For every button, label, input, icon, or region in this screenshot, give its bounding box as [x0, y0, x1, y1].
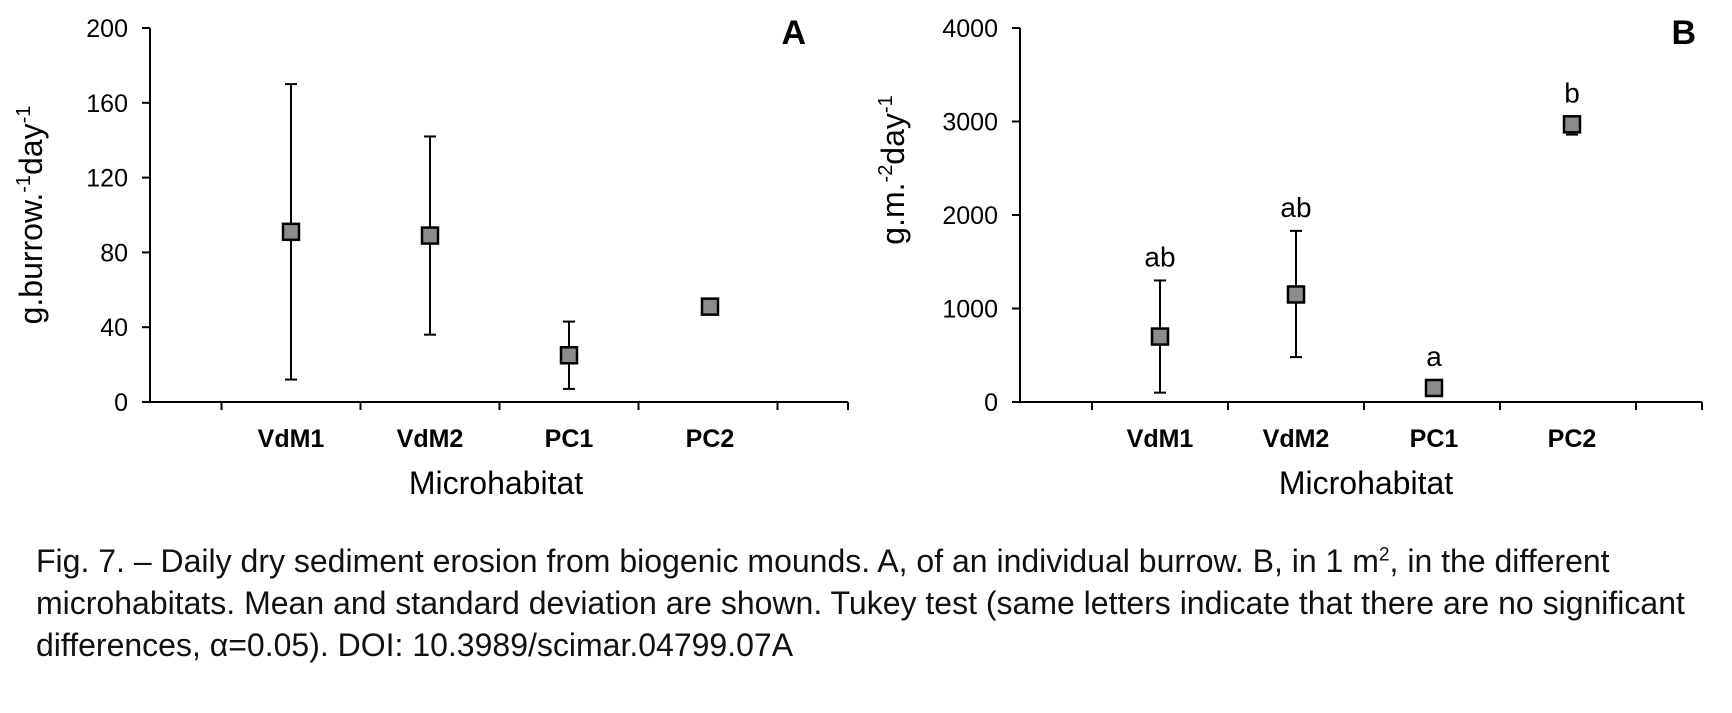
x-tick-label: VdM2	[397, 425, 464, 453]
data-point	[1150, 327, 1170, 346]
y-tick-label: 0	[114, 389, 128, 417]
y-axis-title-superscript: -1	[13, 175, 35, 193]
y-axis-title-part: day	[13, 123, 49, 175]
significance-letter: ab	[1144, 241, 1175, 272]
y-tick-label: 160	[86, 90, 128, 118]
y-tick-label: 4000	[942, 15, 998, 43]
x-tick-label: VdM1	[1127, 425, 1194, 453]
y-axis-title-superscript: -1	[13, 106, 35, 124]
y-axis-title-part: day	[875, 113, 911, 165]
y-tick-label: 80	[100, 239, 128, 267]
y-axis-title-superscript: -2	[875, 165, 897, 183]
y-tick-label: 3000	[942, 109, 998, 137]
x-tick-label: PC1	[545, 425, 594, 453]
panel-letter: A	[781, 14, 806, 52]
significance-letter: b	[1564, 77, 1580, 108]
y-tick-label: 1000	[942, 296, 998, 324]
x-tick-label: VdM2	[1263, 425, 1330, 453]
data-point	[420, 226, 440, 245]
panel-letter: B	[1671, 14, 1696, 52]
y-axis-title-part: g.burrow.	[13, 193, 49, 325]
data-point	[559, 346, 579, 365]
x-axis-title: Microhabitat	[1279, 465, 1453, 501]
data-point	[1424, 378, 1444, 398]
y-tick-label: 200	[86, 15, 128, 43]
data-point	[1562, 115, 1582, 134]
data-point	[700, 297, 720, 316]
y-tick-label: 2000	[942, 202, 998, 230]
y-tick-label: 0	[984, 389, 998, 417]
y-axis-title: g.m.-2day-1	[875, 95, 911, 244]
significance-letter: a	[1426, 341, 1442, 372]
data-point	[1286, 285, 1306, 304]
y-axis-title: g.burrow.-1day-1	[13, 106, 49, 325]
x-tick-label: PC1	[1410, 425, 1459, 453]
x-tick-label: PC2	[686, 425, 735, 453]
x-tick-label: PC2	[1548, 425, 1597, 453]
x-tick-label: VdM1	[258, 425, 325, 453]
figure: 0 40 80 120 160 200 VdM1 VdM2 PC1 PC2 A Microhabita…	[13, 14, 1703, 501]
caption-part-2: , in the different microhabitats. Mean a…	[36, 543, 1685, 663]
y-axis-title-superscript: -1	[875, 95, 897, 113]
y-tick-label: 120	[86, 165, 128, 193]
x-axis-title: Microhabitat	[409, 465, 583, 501]
y-axis-title-part: g.m.	[875, 182, 911, 244]
chart-panel-a: 0 40 80 120 160 200 VdM1 VdM2 PC1 PC2 A Microhabita…	[13, 14, 849, 501]
caption-superscript: 2	[1378, 544, 1390, 566]
caption-part-1: Fig. 7. – Daily dry sediment erosion fro…	[36, 543, 1379, 579]
figure-caption: Fig. 7. – Daily dry sediment erosion fro…	[36, 540, 1716, 666]
data-point	[281, 222, 301, 242]
significance-letter: ab	[1280, 192, 1311, 223]
y-tick-label: 40	[100, 314, 128, 342]
caption-text: Fig. 7. – Daily dry sediment erosion fro…	[36, 540, 1716, 666]
